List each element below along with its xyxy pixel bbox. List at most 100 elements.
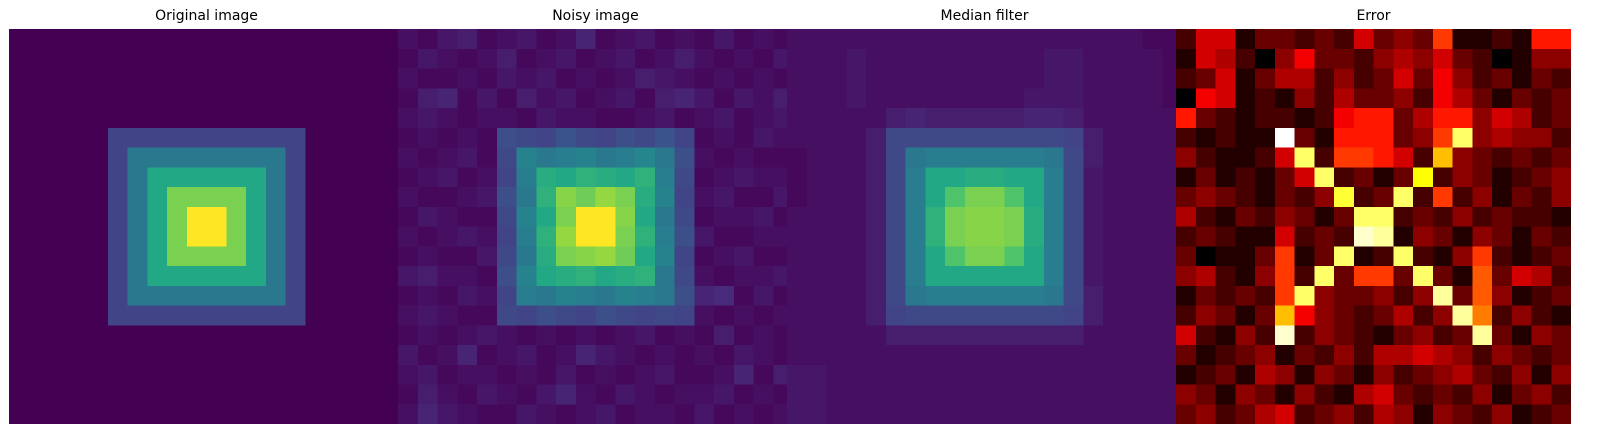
heatmap-cell (265, 29, 286, 50)
heatmap-cell (654, 325, 675, 346)
heatmap-cell (325, 345, 346, 366)
heatmap-cell (226, 187, 247, 208)
heatmap-cell (127, 226, 148, 247)
heatmap-cell (1063, 404, 1084, 424)
heatmap-original (9, 29, 404, 424)
heatmap-cell (984, 285, 1005, 306)
heatmap-cell (88, 305, 109, 326)
heatmap-cell (846, 384, 867, 405)
heatmap-cell (1432, 68, 1453, 89)
heatmap-cell (595, 364, 616, 385)
heatmap-cell (88, 246, 109, 267)
heatmap-cell (694, 88, 715, 109)
heatmap-cell (1176, 345, 1197, 366)
heatmap-cell (437, 325, 458, 346)
heatmap-cell (556, 108, 577, 129)
heatmap-cell (1353, 147, 1374, 168)
heatmap-cell (1063, 206, 1084, 227)
heatmap-cell (285, 285, 306, 306)
heatmap-cell (305, 187, 326, 208)
heatmap-cell (417, 364, 438, 385)
heatmap-cell (595, 108, 616, 129)
heatmap-cell (1122, 384, 1143, 405)
heatmap-cell (9, 226, 30, 247)
heatmap-cell (147, 147, 168, 168)
heatmap-cell (1452, 108, 1473, 129)
heatmap-cell (984, 29, 1005, 50)
heatmap-cell (1024, 187, 1045, 208)
heatmap-cell (1492, 345, 1513, 366)
heatmap-cell (1176, 266, 1197, 287)
heatmap-cell (107, 206, 128, 227)
heatmap-cell (1083, 384, 1104, 405)
heatmap-cell (945, 147, 966, 168)
heatmap-cell (905, 187, 926, 208)
heatmap-cell (305, 226, 326, 247)
heatmap-cell (846, 108, 867, 129)
heatmap-cell (1235, 68, 1256, 89)
heatmap-cell (787, 404, 808, 424)
heatmap-cell (925, 404, 946, 424)
heatmap-cell (674, 384, 695, 405)
heatmap-cell (496, 29, 517, 50)
heatmap-cell (1103, 246, 1124, 267)
heatmap-cell (107, 68, 128, 89)
heatmap-cell (575, 384, 596, 405)
heatmap-cell (364, 246, 385, 267)
heatmap-cell (635, 266, 656, 287)
heatmap-cell (787, 187, 808, 208)
heatmap-cell (246, 127, 267, 148)
heatmap-cell (714, 404, 735, 424)
heatmap-cell (1195, 266, 1216, 287)
heatmap-cell (826, 226, 847, 247)
heatmap-cell (1043, 187, 1064, 208)
heatmap-cell (265, 108, 286, 129)
heatmap-cell (107, 226, 128, 247)
heatmap-cell (1004, 88, 1025, 109)
heatmap-cell (1255, 127, 1276, 148)
heatmap-cell (1083, 48, 1104, 69)
heatmap-cell (635, 29, 656, 50)
heatmap-cell (1274, 187, 1295, 208)
heatmap-cell (364, 345, 385, 366)
heatmap-cell (398, 187, 419, 208)
heatmap-cell (1176, 246, 1197, 267)
heatmap-cell (615, 167, 636, 188)
heatmap-cell (556, 285, 577, 306)
heatmap-cell (1122, 266, 1143, 287)
heatmap-cell (325, 29, 346, 50)
heatmap-cell (1314, 285, 1335, 306)
heatmap-cell (1413, 404, 1434, 424)
heatmap-cell (866, 226, 887, 247)
heatmap-cell (654, 206, 675, 227)
heatmap-cell (905, 68, 926, 89)
panel-title: Noisy image (552, 8, 639, 24)
heatmap-cell (1472, 108, 1493, 129)
heatmap-cell (733, 187, 754, 208)
heatmap-cell (945, 167, 966, 188)
heatmap-cell (457, 206, 478, 227)
heatmap-cell (1195, 345, 1216, 366)
heatmap-cell (516, 147, 537, 168)
heatmap-cell (246, 285, 267, 306)
heatmap-cell (48, 127, 69, 148)
heatmap-cell (147, 266, 168, 287)
heatmap-cell (246, 48, 267, 69)
heatmap-cell (826, 68, 847, 89)
heatmap-cell (654, 345, 675, 366)
heatmap-cell (147, 206, 168, 227)
heatmap-cell (866, 68, 887, 89)
heatmap-cell (167, 285, 188, 306)
heatmap-cell (714, 147, 735, 168)
heatmap-cell (866, 364, 887, 385)
heatmap-cell (437, 345, 458, 366)
heatmap-cell (806, 266, 827, 287)
heatmap-cell (1511, 345, 1532, 366)
heatmap-cell (1195, 325, 1216, 346)
heatmap-cell (1452, 127, 1473, 148)
heatmap-cell (398, 364, 419, 385)
heatmap-cell (496, 364, 517, 385)
heatmap-cell (246, 226, 267, 247)
heatmap-cell (9, 325, 30, 346)
heatmap-cell (1215, 345, 1236, 366)
